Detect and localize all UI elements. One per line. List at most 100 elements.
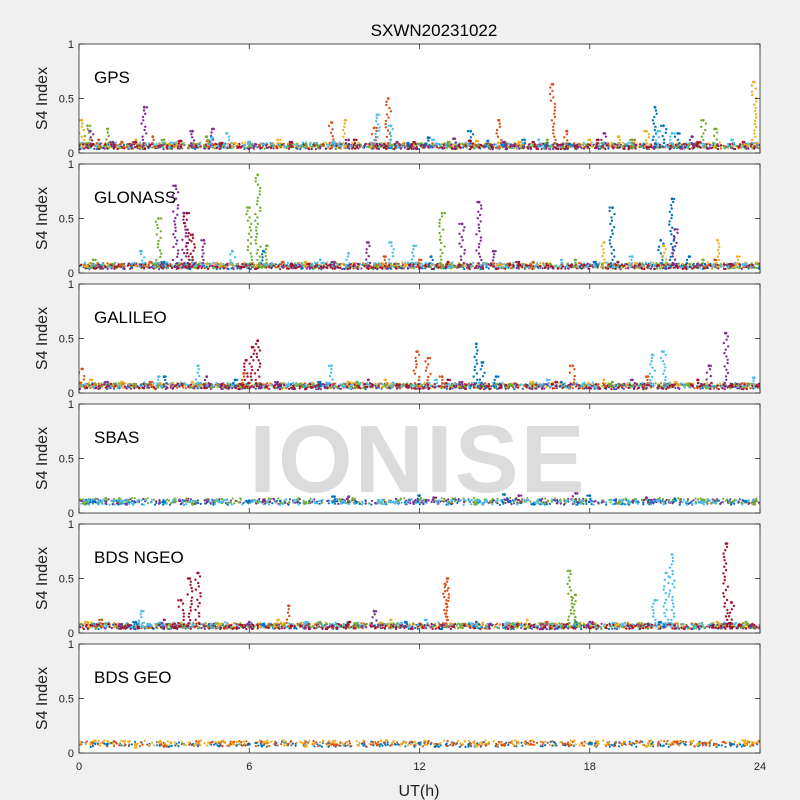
- baseline-point: [655, 262, 658, 265]
- baseline-point: [436, 146, 439, 149]
- baseline-point: [503, 263, 506, 266]
- baseline-point: [655, 264, 659, 267]
- spike-point: [602, 261, 605, 265]
- spike-point: [150, 142, 154, 145]
- baseline-point: [501, 263, 504, 266]
- spike-point: [645, 142, 648, 145]
- baseline-point: [198, 142, 201, 145]
- spike-point: [479, 239, 482, 242]
- spike-point: [367, 255, 370, 258]
- spike-point: [90, 139, 94, 142]
- spike-point: [410, 145, 413, 148]
- spike-point: [378, 113, 381, 117]
- baseline-point: [696, 266, 699, 269]
- baseline-point: [203, 267, 206, 270]
- spike-point: [88, 138, 92, 141]
- baseline-point: [109, 143, 113, 146]
- baseline-point: [407, 147, 410, 151]
- baseline-point: [529, 142, 532, 145]
- baseline-point: [689, 141, 692, 144]
- spike-point: [601, 255, 604, 258]
- spike-point: [574, 262, 577, 265]
- spike-point: [678, 142, 681, 145]
- baseline-point: [394, 267, 397, 270]
- baseline-point: [97, 263, 100, 266]
- spike-point: [201, 248, 204, 252]
- spike-point: [553, 115, 557, 119]
- baseline-point: [450, 146, 454, 150]
- baseline-point: [487, 263, 490, 266]
- data-point: [347, 252, 350, 255]
- baseline-point: [363, 265, 366, 268]
- baseline-point: [308, 145, 311, 148]
- baseline-point: [494, 143, 497, 146]
- spike-point: [209, 139, 213, 142]
- spike-point: [715, 145, 718, 148]
- baseline-point: [237, 265, 240, 268]
- baseline-point: [144, 142, 147, 145]
- baseline-point: [228, 145, 231, 148]
- baseline-point: [322, 267, 325, 270]
- spike-point: [376, 135, 379, 139]
- baseline-point: [404, 145, 407, 148]
- baseline-point: [218, 147, 221, 151]
- baseline-point: [140, 266, 143, 269]
- spike-point: [255, 229, 258, 232]
- spike-point: [389, 141, 392, 145]
- baseline-point: [284, 263, 287, 266]
- baseline-point: [268, 265, 271, 268]
- spike-point: [156, 223, 159, 227]
- baseline-point: [327, 145, 330, 148]
- spike-point: [345, 265, 348, 268]
- spike-point: [229, 259, 232, 262]
- spike-point: [463, 252, 466, 255]
- spike-point: [254, 177, 257, 180]
- baseline-point: [279, 268, 282, 271]
- spike-point: [342, 128, 345, 132]
- baseline-point: [682, 143, 685, 146]
- baseline-point: [133, 261, 136, 264]
- baseline-point: [252, 147, 255, 150]
- baseline-point: [628, 145, 631, 148]
- spike-point: [608, 209, 611, 213]
- data-point: [523, 138, 526, 142]
- baseline-point: [337, 146, 340, 150]
- data-point: [446, 140, 450, 144]
- baseline-point: [485, 266, 488, 269]
- spike-point: [144, 125, 147, 128]
- data-point: [375, 113, 379, 117]
- baseline-point: [83, 147, 86, 150]
- spike-point: [191, 262, 194, 265]
- baseline-point: [551, 265, 554, 268]
- baseline-point: [443, 146, 446, 150]
- spike-point: [595, 145, 598, 148]
- spike-point: [278, 142, 282, 145]
- baseline-point: [300, 267, 303, 270]
- baseline-point: [286, 145, 289, 148]
- baseline-point: [118, 147, 121, 150]
- baseline-point: [415, 146, 418, 149]
- spike-point: [219, 145, 222, 148]
- baseline-point: [268, 263, 271, 266]
- baseline-point: [277, 264, 280, 268]
- baseline-point: [82, 143, 85, 146]
- spike-point: [485, 142, 488, 145]
- spike-point: [187, 211, 191, 215]
- y-axis-label: S4 Index: [34, 67, 51, 130]
- spike-point: [80, 125, 84, 128]
- spike-point: [175, 242, 178, 246]
- baseline-point: [671, 264, 675, 267]
- baseline-point: [213, 147, 216, 150]
- baseline-point: [570, 266, 573, 269]
- baseline-point: [496, 267, 500, 270]
- baseline-point: [437, 142, 440, 145]
- spike-point: [549, 86, 552, 89]
- baseline-point: [662, 263, 665, 267]
- spike-point: [372, 145, 375, 148]
- baseline-point: [545, 264, 549, 267]
- spike-point: [370, 132, 374, 136]
- spike-point: [602, 248, 605, 251]
- baseline-point: [161, 267, 164, 270]
- baseline-point: [422, 146, 425, 149]
- baseline-point: [475, 264, 478, 267]
